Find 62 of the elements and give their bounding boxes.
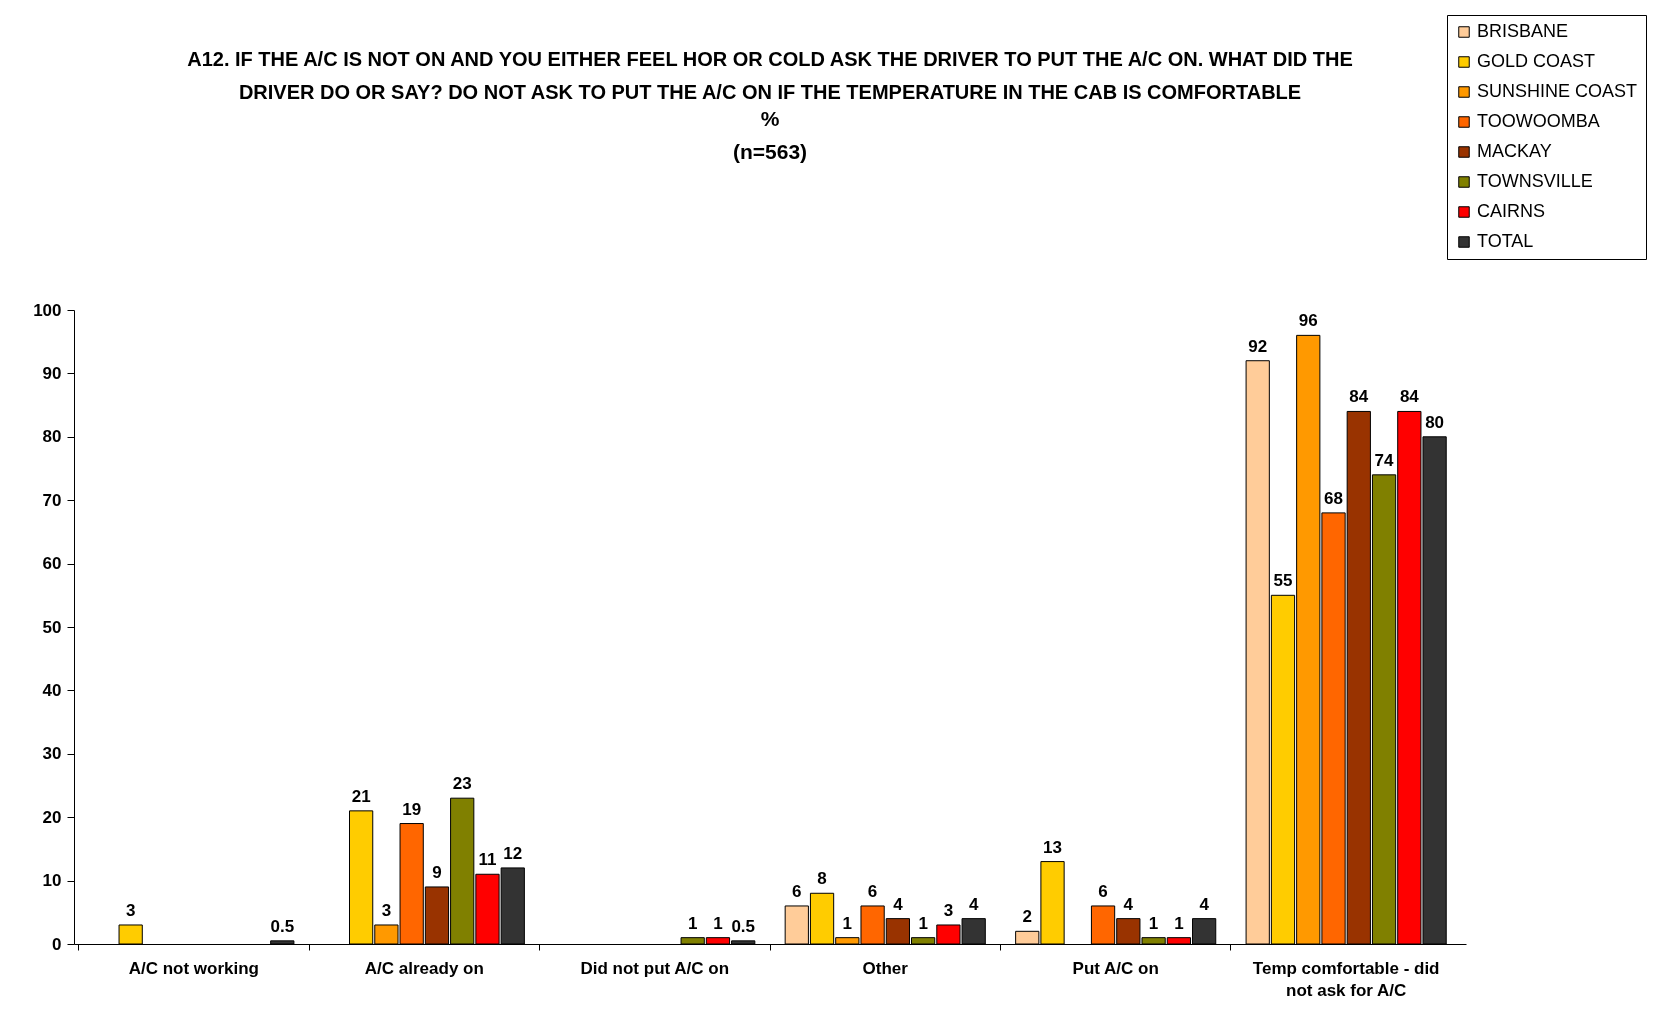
legend-label: TOWNSVILLE <box>1477 171 1593 191</box>
y-tick-label: 60 <box>42 554 62 574</box>
data-label: 84 <box>1349 387 1369 407</box>
data-label: 1 <box>918 913 928 933</box>
data-label: 1 <box>1148 913 1159 933</box>
data-label: 92 <box>1248 336 1268 356</box>
y-tick-label: 30 <box>42 744 62 764</box>
x-tick-label: A/C not working <box>128 958 260 978</box>
data-label: 4 <box>1199 894 1210 914</box>
data-label: 84 <box>1399 387 1420 407</box>
data-label: 3 <box>943 900 954 920</box>
x-tick-label: Put A/C on <box>1072 958 1159 978</box>
legend-label: TOTAL <box>1477 231 1534 251</box>
data-label: 9 <box>432 862 442 882</box>
y-tick-label: 0 <box>52 934 62 954</box>
data-label: 4 <box>968 894 979 914</box>
chart-title: A12. IF THE A/C IS NOT ON AND YOU EITHER FEEL HOR OR COLD ASK THE DRIVER TO PUT THE A/C ON. WHAT DID THE DRIVER DO OR SAY? DO NOT ASK TO PUT THE A/C ON IF THE TEMPERATURE IN THE CAB IS COMFORTABLE <box>187 47 1353 103</box>
data-label: 1 <box>687 913 698 933</box>
legend-label: CAIRNS <box>1477 201 1546 221</box>
data-label: 4 <box>893 894 904 914</box>
legend-label: MACKAY <box>1477 141 1552 161</box>
y-tick-label: 90 <box>42 363 62 383</box>
data-label: 6 <box>792 881 802 901</box>
data-label: 19 <box>402 799 422 819</box>
y-tick-label: 50 <box>42 617 62 637</box>
y-tick-label: 20 <box>42 807 62 827</box>
y-tick-label: 40 <box>42 680 62 700</box>
data-label: 13 <box>1043 837 1062 857</box>
data-label: 23 <box>452 774 472 794</box>
data-label: 8 <box>817 869 827 889</box>
y-tick-label: 80 <box>42 427 62 447</box>
legend-label: BRISBANE <box>1477 21 1569 41</box>
data-label: 11 <box>478 850 497 870</box>
data-label: 4 <box>1123 894 1134 914</box>
data-label: 55 <box>1273 571 1293 591</box>
data-label: 2 <box>1022 907 1032 927</box>
data-label: 3 <box>381 900 392 920</box>
data-label: 3 <box>125 900 136 920</box>
data-label: 96 <box>1298 311 1318 331</box>
data-label: 0.5 <box>731 916 756 936</box>
data-label: 21 <box>351 786 371 806</box>
y-tick-label: 70 <box>42 490 62 510</box>
x-tick-label: Other <box>862 958 909 978</box>
legend-label: SUNSHINE COAST <box>1477 81 1638 101</box>
data-label: 0.5 <box>270 916 295 936</box>
y-tick-label: 100 <box>33 300 62 320</box>
y-tick-label: 10 <box>42 871 62 891</box>
legend-label: TOOWOOMBA <box>1477 111 1600 131</box>
x-tick-label: A/C already on <box>364 958 484 978</box>
data-label: 80 <box>1425 412 1445 432</box>
x-tick-label: Did not put A/C on <box>580 958 730 978</box>
data-label: 1 <box>1174 913 1184 933</box>
data-label: 6 <box>867 881 878 901</box>
data-label: 1 <box>842 913 853 933</box>
data-label: 1 <box>713 913 723 933</box>
data-label: 6 <box>1098 881 1108 901</box>
chart-subtitle: % (n=563) <box>732 106 808 163</box>
data-label: 12 <box>503 843 523 863</box>
x-tick-label: Temp comfortable - did not ask for A/C <box>1252 958 1440 1000</box>
data-label: 74 <box>1374 450 1395 470</box>
data-label: 68 <box>1324 488 1343 508</box>
legend-label: GOLD COAST <box>1477 51 1596 71</box>
